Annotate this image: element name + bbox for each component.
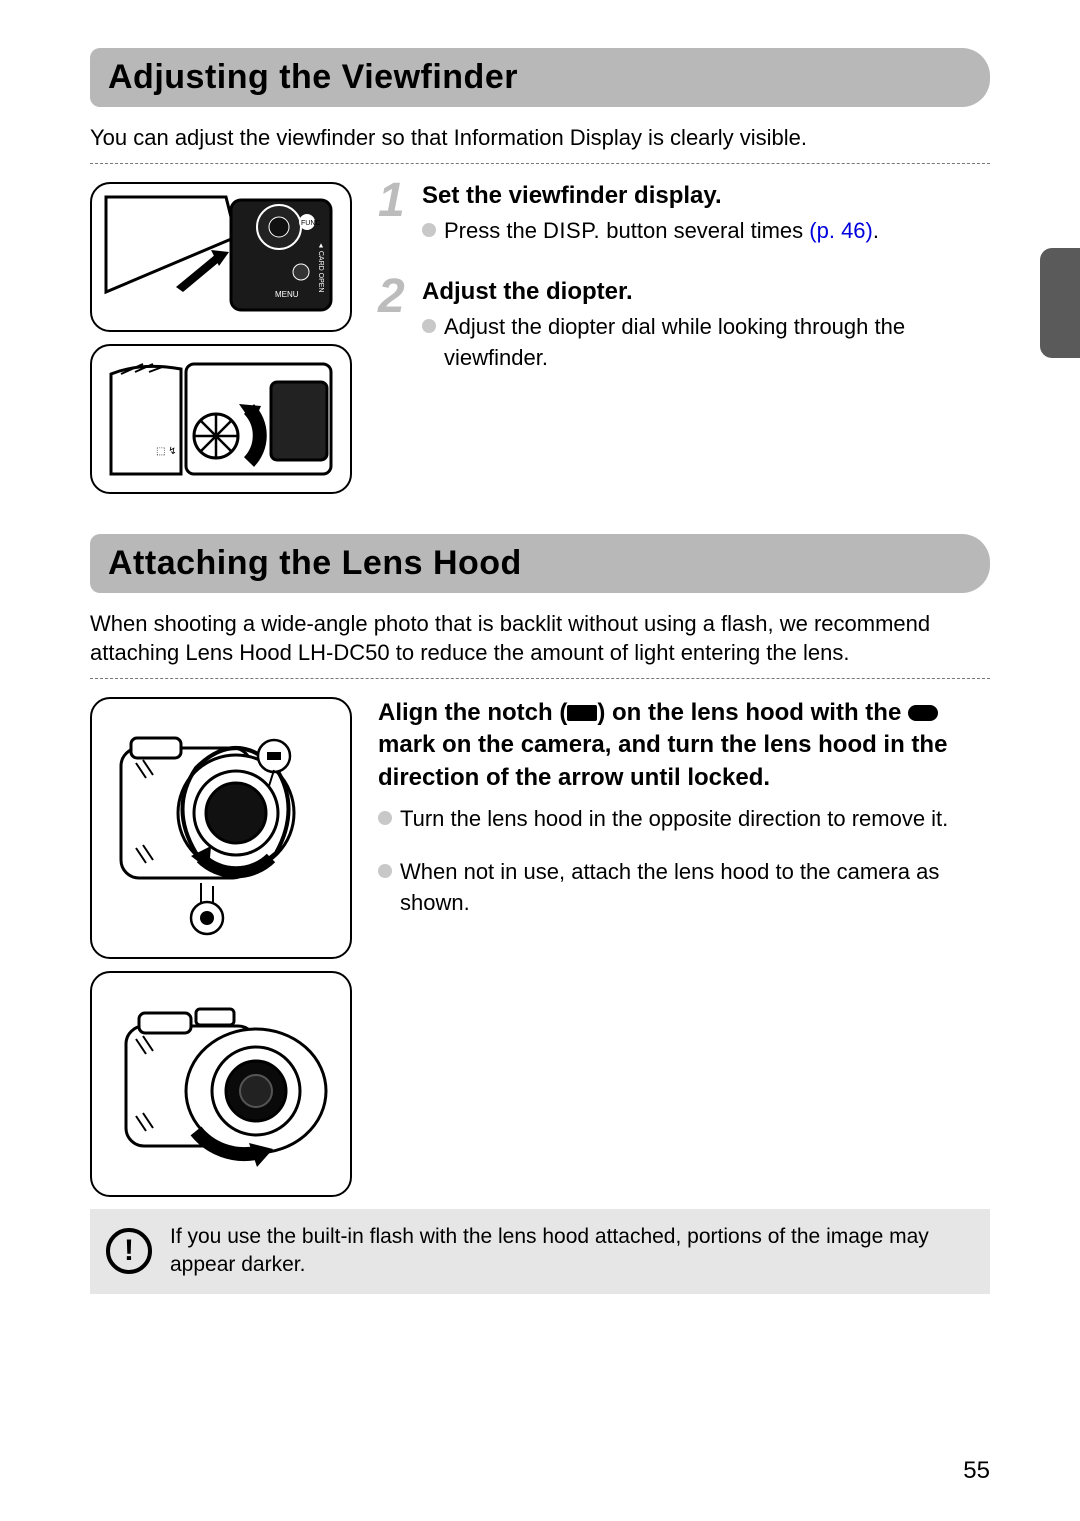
section1-intro: You can adjust the viewfinder so that In… (90, 123, 990, 153)
disp-label: DISP. (543, 218, 600, 243)
step-2: 2 Adjust the diopter. Adjust the diopter… (378, 278, 990, 380)
svg-text:FUNC: FUNC (301, 220, 320, 227)
bullet-dot-icon (422, 223, 436, 237)
bullet-dot-icon (378, 811, 392, 825)
section1-content: MENU ◄ CARD OPEN FUNC (90, 182, 990, 494)
section-title: Attaching the Lens Hood (108, 544, 970, 583)
step-title: Adjust the diopter. (422, 278, 990, 306)
illustration-disp-button: MENU ◄ CARD OPEN FUNC (90, 182, 352, 332)
step-title: Set the viewfinder display. (422, 182, 990, 210)
bullet-text: Adjust the diopter dial while looking th… (444, 312, 990, 374)
section-header-lens-hood: Attaching the Lens Hood (90, 534, 990, 593)
bullet-text: Turn the lens hood in the opposite direc… (400, 804, 948, 835)
bullet-item: Press the DISP. button several times (p.… (422, 216, 990, 247)
bullet-dot-icon (378, 864, 392, 878)
instruction-title: Align the notch () on the lens hood with… (378, 697, 990, 794)
page-reference-link[interactable]: (p. 46) (809, 218, 873, 243)
section-header-viewfinder: Adjusting the Viewfinder (90, 48, 990, 107)
warning-note: ! If you use the built-in flash with the… (90, 1209, 990, 1294)
bullet-item: When not in use, attach the lens hood to… (378, 857, 990, 919)
camera-hood-store-icon (101, 981, 341, 1187)
camera-hood-attach-icon (101, 708, 341, 948)
bullet-text: Press the DISP. button several times (p.… (444, 216, 879, 247)
manual-page: Adjusting the Viewfinder You can adjust … (0, 0, 1080, 1334)
instruction-column: Align the notch () on the lens hood with… (378, 697, 990, 1197)
notch-icon (567, 705, 597, 721)
illustration-store-hood (90, 971, 352, 1197)
steps-column: 1 Set the viewfinder display. Press the … (378, 182, 990, 494)
warning-icon: ! (106, 1228, 152, 1274)
section2-intro: When shooting a wide-angle photo that is… (90, 609, 990, 668)
step-1: 1 Set the viewfinder display. Press the … (378, 182, 990, 253)
image-column (90, 697, 352, 1197)
side-tab (1040, 248, 1080, 358)
svg-text:MENU: MENU (275, 290, 299, 299)
bullet-dot-icon (422, 319, 436, 333)
section-title: Adjusting the Viewfinder (108, 58, 970, 97)
page-number: 55 (963, 1457, 990, 1485)
step-number: 1 (378, 182, 414, 253)
divider (90, 678, 990, 679)
note-text: If you use the built-in flash with the l… (170, 1223, 974, 1280)
bullet-item: Adjust the diopter dial while looking th… (422, 312, 990, 374)
bullet-item: Turn the lens hood in the opposite direc… (378, 804, 990, 835)
bullet-text: When not in use, attach the lens hood to… (400, 857, 990, 919)
svg-text:⬚ ↯: ⬚ ↯ (156, 446, 177, 457)
divider (90, 163, 990, 164)
step-number: 2 (378, 278, 414, 380)
svg-text:◄ CARD OPEN: ◄ CARD OPEN (317, 242, 324, 293)
image-column: MENU ◄ CARD OPEN FUNC (90, 182, 352, 494)
section2-content: Align the notch () on the lens hood with… (90, 697, 990, 1197)
camera-top-icon: MENU ◄ CARD OPEN FUNC (101, 192, 341, 322)
mark-icon (908, 705, 938, 721)
illustration-attach-hood (90, 697, 352, 959)
illustration-diopter-dial: ⬚ ↯ (90, 344, 352, 494)
diopter-icon: ⬚ ↯ (101, 354, 341, 484)
